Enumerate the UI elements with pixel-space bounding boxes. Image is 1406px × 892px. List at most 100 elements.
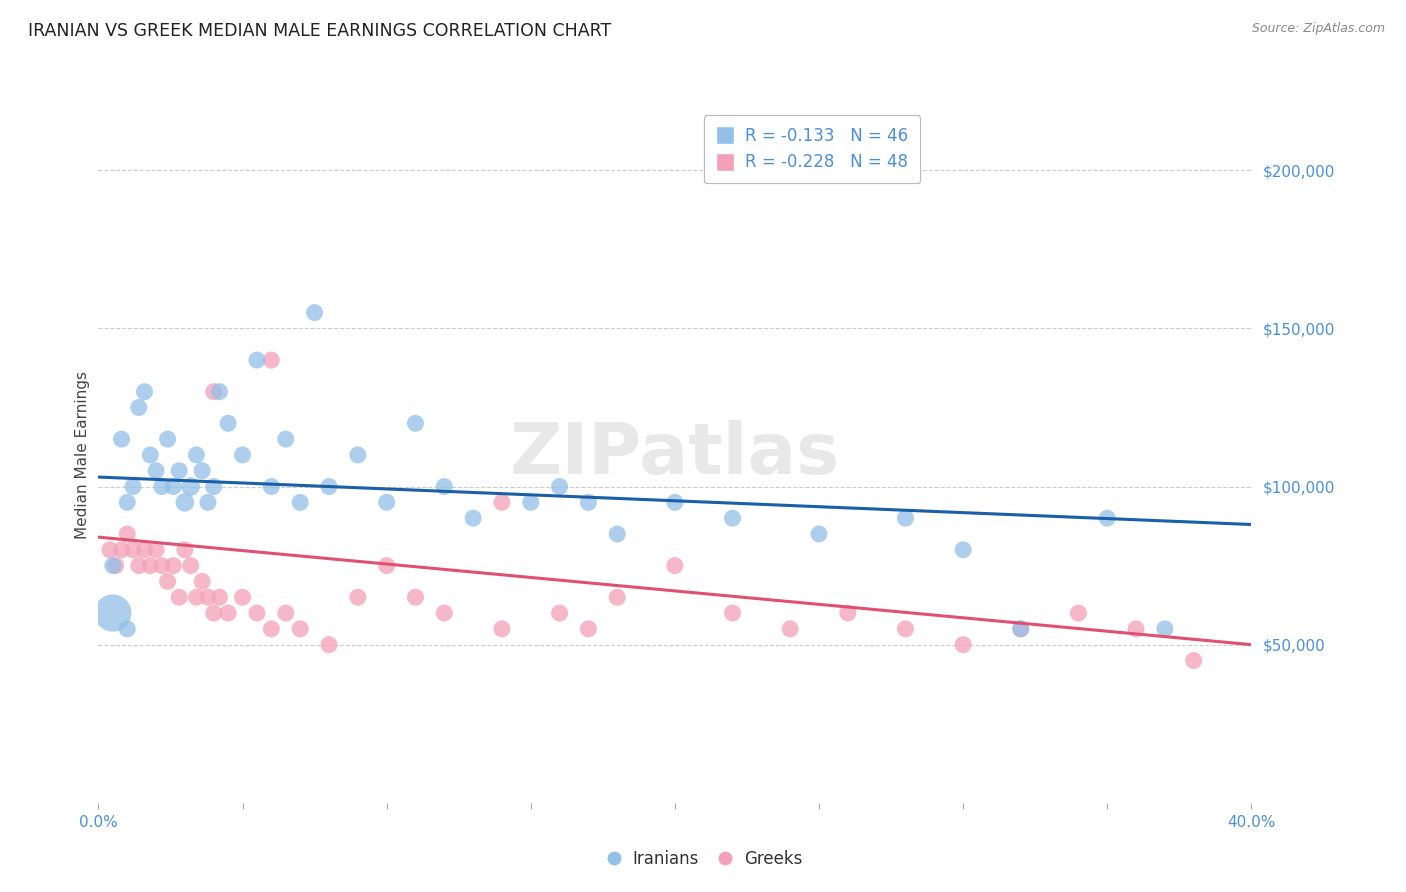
Legend: Iranians, Greeks: Iranians, Greeks: [598, 844, 808, 875]
Point: [520, 495, 543, 509]
Point: [433, 606, 456, 620]
Point: [346, 448, 368, 462]
Point: [128, 401, 150, 415]
Point: [217, 417, 239, 431]
Point: [664, 495, 686, 509]
Point: [191, 574, 214, 589]
Point: [721, 606, 744, 620]
Point: [156, 432, 179, 446]
Point: [202, 606, 225, 620]
Point: [606, 527, 628, 541]
Point: [110, 432, 132, 446]
Point: [1010, 622, 1032, 636]
Point: [122, 479, 145, 493]
Point: [894, 511, 917, 525]
Point: [191, 464, 214, 478]
Point: [231, 591, 254, 605]
Point: [290, 622, 312, 636]
Text: ZIPatlas: ZIPatlas: [510, 420, 839, 490]
Point: [110, 542, 132, 557]
Point: [180, 558, 202, 573]
Point: [197, 591, 219, 605]
Point: [122, 542, 145, 557]
Point: [117, 622, 139, 636]
Point: [346, 591, 368, 605]
Point: [202, 479, 225, 493]
Point: [156, 574, 179, 589]
Point: [578, 495, 600, 509]
Point: [197, 495, 219, 509]
Point: [134, 384, 156, 399]
Point: [274, 606, 297, 620]
Point: [260, 353, 283, 368]
Point: [186, 448, 208, 462]
Point: [128, 558, 150, 573]
Point: [405, 591, 427, 605]
Point: [461, 511, 484, 525]
Point: [162, 479, 184, 493]
Point: [1182, 653, 1205, 667]
Legend: R = -0.133   N = 46, R = -0.228   N = 48: R = -0.133 N = 46, R = -0.228 N = 48: [704, 115, 920, 183]
Point: [1067, 606, 1090, 620]
Point: [405, 417, 427, 431]
Point: [98, 542, 121, 557]
Point: [318, 479, 340, 493]
Point: [837, 606, 859, 620]
Point: [304, 305, 326, 319]
Point: [186, 591, 208, 605]
Point: [150, 479, 173, 493]
Point: [167, 591, 190, 605]
Point: [139, 558, 162, 573]
Point: [260, 622, 283, 636]
Point: [117, 527, 139, 541]
Point: [1125, 622, 1147, 636]
Point: [174, 542, 197, 557]
Point: [139, 448, 162, 462]
Point: [1010, 622, 1032, 636]
Point: [104, 558, 127, 573]
Point: [202, 384, 225, 399]
Point: [162, 558, 184, 573]
Point: [606, 591, 628, 605]
Point: [145, 464, 167, 478]
Point: [208, 591, 231, 605]
Point: [952, 638, 974, 652]
Point: [246, 353, 269, 368]
Point: [1097, 511, 1119, 525]
Point: [779, 622, 801, 636]
Point: [117, 495, 139, 509]
Point: [290, 495, 312, 509]
Point: [231, 448, 254, 462]
Point: [807, 527, 830, 541]
Point: [375, 495, 398, 509]
Point: [952, 542, 974, 557]
Point: [578, 622, 600, 636]
Point: [174, 495, 197, 509]
Point: [548, 606, 571, 620]
Point: [134, 542, 156, 557]
Point: [491, 622, 513, 636]
Point: [491, 495, 513, 509]
Point: [180, 479, 202, 493]
Point: [208, 384, 231, 399]
Point: [150, 558, 173, 573]
Point: [1153, 622, 1175, 636]
Text: IRANIAN VS GREEK MEDIAN MALE EARNINGS CORRELATION CHART: IRANIAN VS GREEK MEDIAN MALE EARNINGS CO…: [28, 22, 612, 40]
Point: [894, 622, 917, 636]
Point: [217, 606, 239, 620]
Point: [721, 511, 744, 525]
Point: [145, 542, 167, 557]
Point: [101, 558, 124, 573]
Text: Source: ZipAtlas.com: Source: ZipAtlas.com: [1251, 22, 1385, 36]
Point: [548, 479, 571, 493]
Point: [260, 479, 283, 493]
Point: [664, 558, 686, 573]
Point: [433, 479, 456, 493]
Point: [375, 558, 398, 573]
Point: [167, 464, 190, 478]
Point: [101, 606, 124, 620]
Point: [274, 432, 297, 446]
Point: [246, 606, 269, 620]
Y-axis label: Median Male Earnings: Median Male Earnings: [75, 371, 90, 539]
Point: [318, 638, 340, 652]
